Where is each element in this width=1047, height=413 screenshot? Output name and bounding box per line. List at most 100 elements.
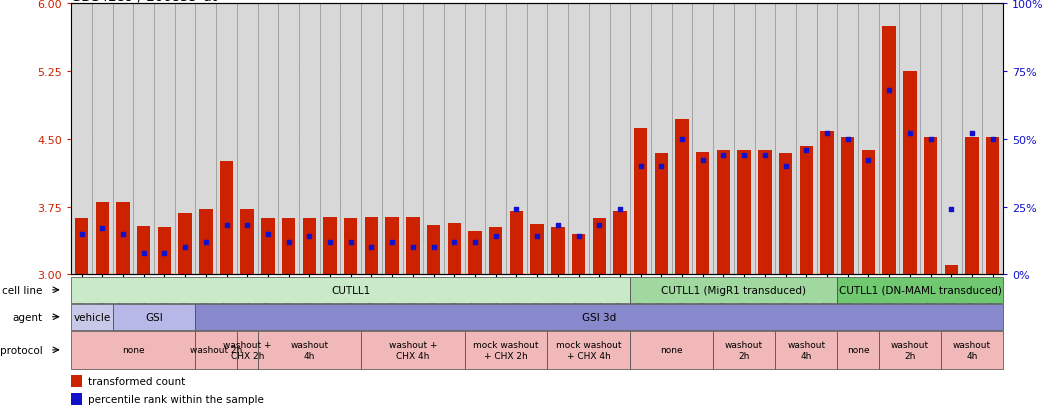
- Bar: [258, 331, 361, 369]
- Bar: [717, 150, 730, 275]
- Bar: [941, 331, 1003, 369]
- Bar: [572, 234, 585, 275]
- Point: [963, 131, 980, 137]
- Bar: [385, 218, 399, 275]
- Point: [736, 152, 753, 159]
- Bar: [651, 4, 672, 275]
- Bar: [614, 211, 627, 275]
- Point: [653, 163, 670, 170]
- Text: washout
4h: washout 4h: [787, 340, 825, 360]
- Bar: [444, 4, 465, 275]
- Point: [363, 244, 380, 251]
- Bar: [510, 211, 524, 275]
- Bar: [216, 4, 237, 275]
- Bar: [920, 4, 941, 275]
- Text: cell line: cell line: [2, 285, 43, 295]
- Text: protocol: protocol: [0, 345, 43, 355]
- Bar: [838, 331, 878, 369]
- Text: washout
2h: washout 2h: [726, 340, 763, 360]
- Bar: [923, 138, 937, 275]
- Bar: [196, 4, 216, 275]
- Point: [467, 239, 484, 245]
- Bar: [178, 214, 192, 275]
- Bar: [779, 154, 793, 275]
- Point: [715, 152, 732, 159]
- Text: none: none: [847, 346, 869, 354]
- Bar: [982, 4, 1003, 275]
- Bar: [237, 331, 258, 369]
- Bar: [261, 219, 274, 275]
- Point: [798, 147, 815, 154]
- Text: washout
4h: washout 4h: [953, 340, 992, 360]
- Bar: [775, 4, 796, 275]
- Text: none: none: [661, 346, 683, 354]
- Bar: [299, 4, 319, 275]
- Point: [984, 136, 1001, 143]
- Bar: [71, 4, 92, 275]
- Bar: [220, 162, 233, 275]
- Bar: [175, 4, 196, 275]
- Point: [611, 206, 628, 213]
- Point: [404, 244, 421, 251]
- Point: [446, 239, 463, 245]
- Bar: [569, 4, 588, 275]
- Point: [694, 158, 711, 164]
- Text: agent: agent: [13, 312, 43, 322]
- Text: CUTLL1 (DN-MAML transduced): CUTLL1 (DN-MAML transduced): [839, 285, 1002, 295]
- Bar: [465, 4, 486, 275]
- Point: [114, 231, 131, 237]
- Point: [777, 163, 794, 170]
- Point: [487, 233, 504, 240]
- Bar: [137, 227, 151, 275]
- Point: [840, 136, 856, 143]
- Bar: [838, 4, 859, 275]
- Bar: [548, 4, 569, 275]
- Bar: [361, 4, 382, 275]
- Bar: [758, 150, 772, 275]
- Bar: [133, 4, 154, 275]
- Bar: [447, 223, 461, 275]
- Point: [156, 250, 173, 256]
- Point: [218, 223, 235, 229]
- Bar: [944, 266, 958, 275]
- Bar: [199, 210, 213, 275]
- Bar: [113, 304, 196, 330]
- Point: [281, 239, 297, 245]
- Bar: [630, 4, 651, 275]
- Point: [860, 158, 876, 164]
- Text: percentile rank within the sample: percentile rank within the sample: [88, 394, 264, 404]
- Bar: [713, 4, 734, 275]
- Bar: [527, 4, 548, 275]
- Bar: [364, 218, 378, 275]
- Point: [239, 223, 255, 229]
- Bar: [402, 4, 423, 275]
- Bar: [630, 331, 713, 369]
- Point: [342, 239, 359, 245]
- Bar: [427, 225, 441, 275]
- Point: [632, 163, 649, 170]
- Bar: [319, 4, 340, 275]
- Bar: [71, 331, 196, 369]
- Bar: [506, 4, 527, 275]
- Bar: [489, 228, 503, 275]
- Point: [591, 223, 607, 229]
- Point: [550, 223, 566, 229]
- Bar: [361, 331, 465, 369]
- Bar: [609, 4, 630, 275]
- Bar: [941, 4, 961, 275]
- Bar: [838, 277, 1003, 303]
- Bar: [692, 4, 713, 275]
- Bar: [633, 128, 647, 275]
- Text: washout +
CHX 4h: washout + CHX 4h: [388, 340, 437, 360]
- Point: [901, 131, 918, 137]
- Bar: [113, 4, 133, 275]
- Bar: [654, 154, 668, 275]
- Bar: [965, 138, 979, 275]
- Bar: [158, 228, 171, 275]
- Text: washout
4h: washout 4h: [290, 340, 329, 360]
- Bar: [796, 4, 817, 275]
- Bar: [593, 219, 606, 275]
- Point: [300, 233, 317, 240]
- Text: washout
2h: washout 2h: [891, 340, 929, 360]
- Bar: [154, 4, 175, 275]
